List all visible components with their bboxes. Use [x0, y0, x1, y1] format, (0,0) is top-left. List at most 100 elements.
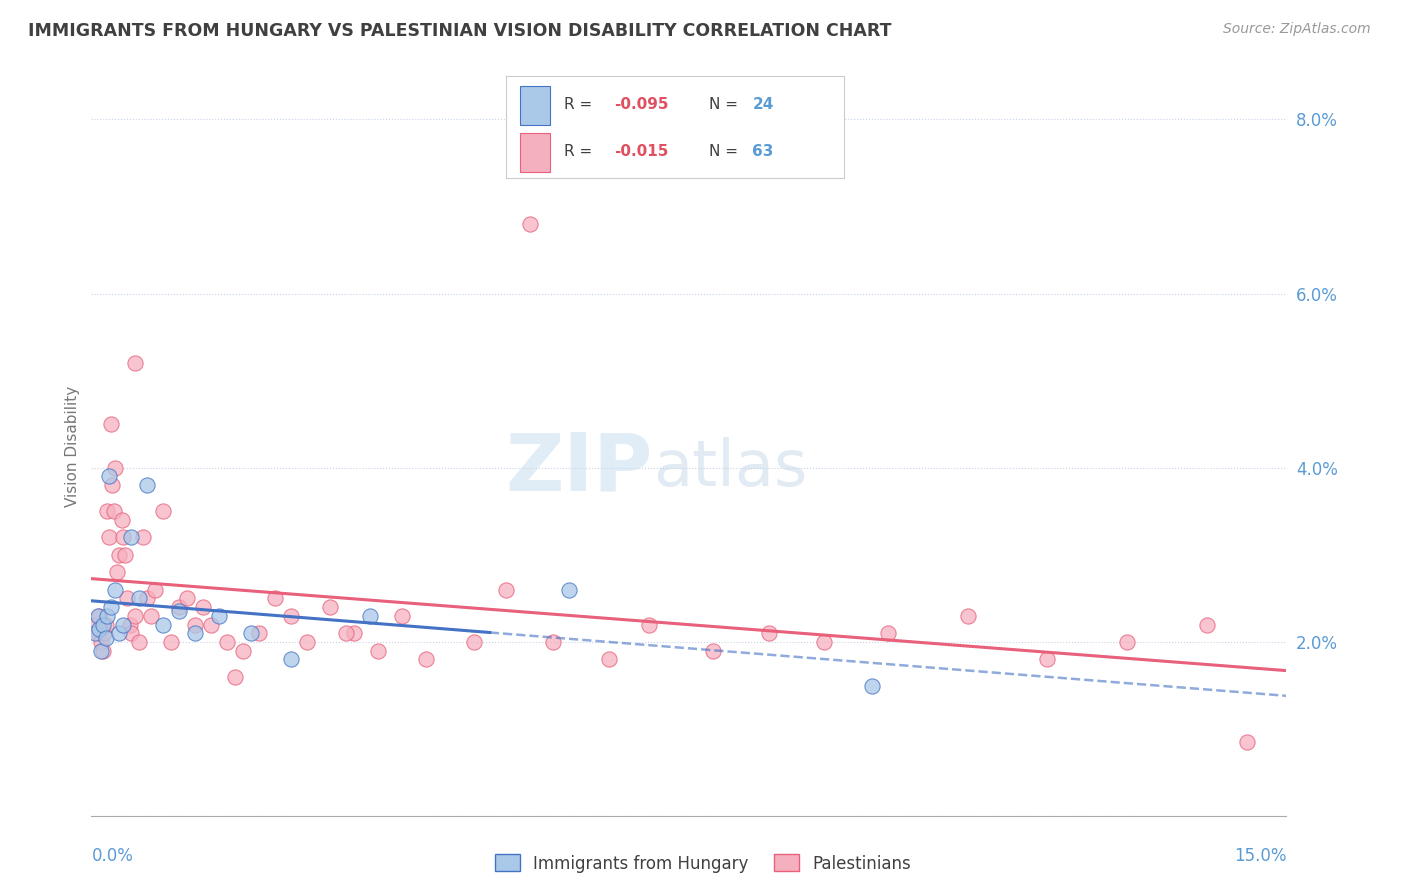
Text: -0.015: -0.015 [614, 145, 668, 160]
Point [758, 626, 780, 640]
Point [167, 600, 190, 615]
Point [1236, 735, 1258, 749]
Text: -0.095: -0.095 [614, 97, 669, 112]
Point [124, 608, 146, 623]
Point [702, 643, 724, 657]
Text: 24: 24 [752, 97, 773, 112]
Point [96, 504, 118, 518]
Point [598, 652, 620, 666]
Point [200, 617, 222, 632]
Point [112, 531, 135, 545]
Point [1036, 652, 1059, 666]
Point [97, 531, 120, 545]
Legend: Immigrants from Hungary, Palestinians: Immigrants from Hungary, Palestinians [488, 847, 918, 880]
Point [877, 626, 900, 640]
Point [111, 513, 134, 527]
Point [136, 478, 159, 492]
Bar [520, 133, 550, 172]
Point [84, 617, 107, 632]
Point [343, 626, 366, 640]
Point [391, 608, 413, 623]
Point [132, 531, 155, 545]
Point [84, 626, 107, 640]
Point [89, 608, 111, 623]
Point [97, 469, 120, 483]
Point [96, 608, 118, 623]
Text: 0.0%: 0.0% [91, 847, 134, 864]
Point [87, 608, 110, 623]
Point [141, 608, 162, 623]
Point [184, 626, 207, 640]
Point [104, 460, 127, 475]
Point [104, 582, 127, 597]
Point [860, 679, 883, 693]
Text: Source: ZipAtlas.com: Source: ZipAtlas.com [1223, 22, 1371, 37]
Point [191, 600, 214, 615]
Point [415, 652, 437, 666]
Point [103, 504, 125, 518]
Point [124, 356, 146, 370]
Point [638, 617, 661, 632]
Point [956, 608, 979, 623]
Point [543, 635, 565, 649]
Point [128, 635, 150, 649]
Text: 63: 63 [752, 145, 773, 160]
Point [335, 626, 357, 640]
Point [105, 566, 128, 580]
Point [94, 617, 117, 632]
Point [247, 626, 270, 640]
Point [100, 417, 122, 432]
Point [128, 591, 150, 606]
Text: atlas: atlas [652, 437, 807, 500]
Point [239, 626, 262, 640]
Y-axis label: Vision Disability: Vision Disability [65, 385, 80, 507]
Text: N =: N = [709, 145, 742, 160]
Point [89, 622, 111, 636]
Text: R =: R = [564, 97, 596, 112]
Text: N =: N = [709, 97, 742, 112]
Bar [520, 87, 550, 125]
Point [280, 652, 302, 666]
Text: IMMIGRANTS FROM HUNGARY VS PALESTINIAN VISION DISABILITY CORRELATION CHART: IMMIGRANTS FROM HUNGARY VS PALESTINIAN V… [28, 22, 891, 40]
Point [184, 617, 207, 632]
Point [93, 626, 115, 640]
Point [152, 504, 174, 518]
Point [120, 626, 142, 640]
Point [160, 635, 183, 649]
Point [813, 635, 835, 649]
Point [463, 635, 485, 649]
Point [359, 608, 381, 623]
Point [519, 217, 541, 231]
Point [93, 617, 114, 632]
Point [263, 591, 285, 606]
Point [108, 548, 131, 562]
Point [112, 617, 135, 632]
Point [495, 582, 517, 597]
Point [90, 643, 112, 657]
Point [101, 478, 124, 492]
Point [280, 608, 302, 623]
Point [367, 643, 389, 657]
Text: ZIP: ZIP [506, 429, 652, 508]
Point [208, 608, 231, 623]
Point [94, 631, 117, 645]
Point [108, 626, 131, 640]
Point [120, 531, 142, 545]
Point [176, 591, 198, 606]
Point [136, 591, 159, 606]
Point [1116, 635, 1139, 649]
Point [224, 670, 246, 684]
Text: 15.0%: 15.0% [1234, 847, 1286, 864]
Point [1195, 617, 1218, 632]
Point [100, 600, 122, 615]
Point [87, 626, 110, 640]
Point [295, 635, 318, 649]
Point [90, 635, 112, 649]
Text: R =: R = [564, 145, 596, 160]
Point [232, 643, 254, 657]
Point [558, 582, 581, 597]
Point [143, 582, 166, 597]
Point [91, 643, 114, 657]
Point [115, 591, 138, 606]
Point [215, 635, 238, 649]
